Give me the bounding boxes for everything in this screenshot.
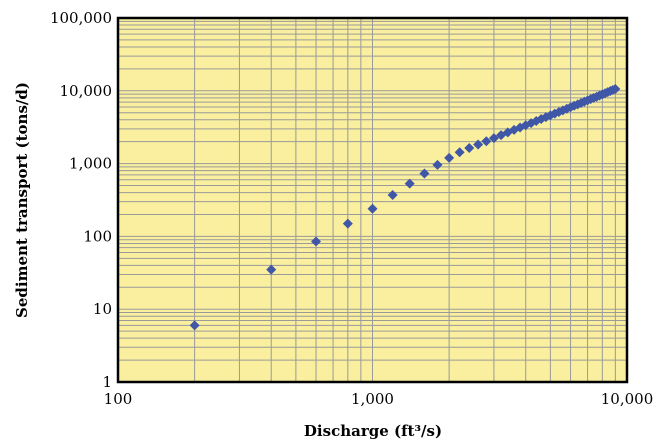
data-point [502,127,513,138]
data-markers [189,83,621,331]
data-point [454,147,465,158]
x-axis-title: Discharge (ft³/s) [304,422,442,440]
data-point [444,152,455,163]
x-tick-label: 1,000 [351,390,394,408]
data-point [488,133,499,144]
data-point [481,136,492,147]
y-tick-label: 10 [93,300,112,318]
data-point [189,320,200,331]
x-tick-label: 10,000 [601,390,654,408]
y-axis-title: Sediment transport (tons/d) [13,82,31,318]
data-point [610,83,621,94]
x-tick-label: 100 [104,390,133,408]
data-point [367,203,378,214]
data-point [473,139,484,150]
data-point [342,218,353,229]
data-point [266,264,277,275]
y-tick-label: 1,000 [69,155,112,173]
data-point [404,178,415,189]
x-tick-labels: 100 1,000 10,000 [104,390,654,408]
data-point [509,124,520,135]
data-point [387,190,398,201]
y-tick-label: 100 [83,227,112,245]
y-tick-labels: 1 10 100 1,000 10,000 100,000 [50,9,112,391]
data-point [464,142,475,153]
data-point [432,159,443,170]
data-point [311,236,322,247]
y-tick-label: 100,000 [50,9,112,27]
data-point [419,168,430,179]
plot-area-border [116,16,629,384]
grid-lines [118,18,627,382]
y-tick-label: 10,000 [60,82,113,100]
y-tick-label: 1 [102,373,112,391]
